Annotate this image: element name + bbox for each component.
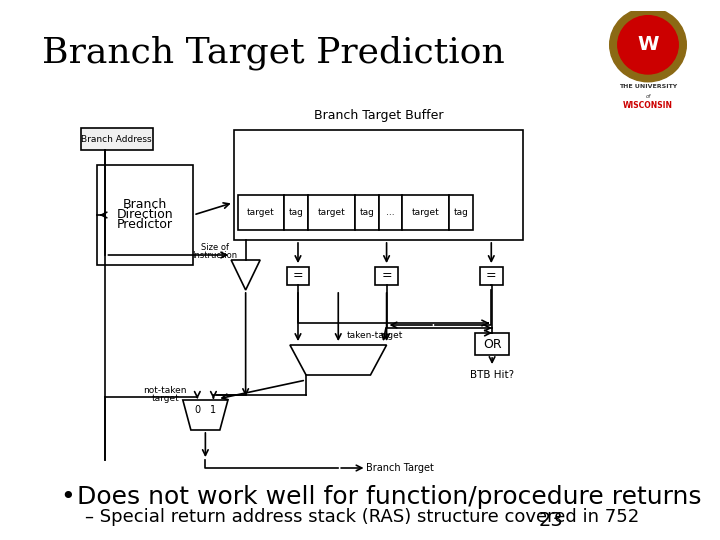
- Polygon shape: [231, 260, 260, 290]
- Text: of: of: [645, 94, 651, 99]
- Text: •: •: [60, 485, 75, 509]
- Text: Branch Address: Branch Address: [81, 134, 152, 144]
- Text: target: target: [318, 208, 346, 217]
- Text: Instruction: Instruction: [192, 251, 238, 260]
- Text: tag: tag: [454, 208, 468, 217]
- Text: ...: ...: [387, 208, 395, 217]
- Text: Branch Target Buffer: Branch Target Buffer: [314, 109, 444, 122]
- FancyBboxPatch shape: [449, 195, 473, 230]
- Polygon shape: [183, 400, 228, 430]
- FancyBboxPatch shape: [480, 267, 503, 285]
- Text: Direction: Direction: [117, 208, 174, 221]
- FancyBboxPatch shape: [238, 195, 284, 230]
- FancyBboxPatch shape: [233, 130, 523, 240]
- Circle shape: [610, 8, 686, 82]
- FancyBboxPatch shape: [379, 195, 402, 230]
- Text: Size of: Size of: [201, 243, 229, 252]
- Text: =: =: [382, 269, 392, 282]
- Text: WISCONSIN: WISCONSIN: [623, 100, 673, 110]
- FancyBboxPatch shape: [355, 195, 379, 230]
- Text: Branch Target Prediction: Branch Target Prediction: [42, 35, 505, 70]
- Text: target: target: [247, 208, 275, 217]
- Text: BTB Hit?: BTB Hit?: [470, 370, 514, 380]
- Polygon shape: [290, 345, 387, 375]
- Text: 1: 1: [210, 405, 217, 415]
- Text: – Special return address stack (RAS) structure covered in 752: – Special return address stack (RAS) str…: [84, 508, 639, 526]
- Text: tag: tag: [289, 208, 304, 217]
- Text: 0: 0: [194, 405, 200, 415]
- Text: target: target: [411, 208, 439, 217]
- Text: W: W: [637, 35, 659, 55]
- FancyBboxPatch shape: [402, 195, 449, 230]
- Text: tag: tag: [360, 208, 374, 217]
- FancyBboxPatch shape: [284, 195, 308, 230]
- Circle shape: [618, 16, 678, 74]
- FancyBboxPatch shape: [375, 267, 398, 285]
- FancyBboxPatch shape: [287, 267, 310, 285]
- Text: 23: 23: [539, 511, 564, 530]
- Text: =: =: [292, 269, 303, 282]
- Text: =: =: [486, 269, 497, 282]
- Text: not-taken: not-taken: [143, 386, 187, 395]
- FancyBboxPatch shape: [475, 333, 509, 355]
- Text: target: target: [151, 394, 179, 403]
- Text: Branch: Branch: [123, 199, 167, 212]
- Text: THE UNIVERSITY: THE UNIVERSITY: [619, 84, 677, 89]
- FancyBboxPatch shape: [96, 165, 193, 265]
- FancyBboxPatch shape: [81, 128, 153, 150]
- Text: OR: OR: [483, 338, 501, 350]
- Text: taken-target: taken-target: [346, 331, 402, 340]
- FancyBboxPatch shape: [308, 195, 355, 230]
- Text: Does not work well for function/procedure returns: Does not work well for function/procedur…: [76, 485, 701, 509]
- Text: Branch Target: Branch Target: [366, 463, 434, 473]
- Text: Predictor: Predictor: [117, 219, 173, 232]
